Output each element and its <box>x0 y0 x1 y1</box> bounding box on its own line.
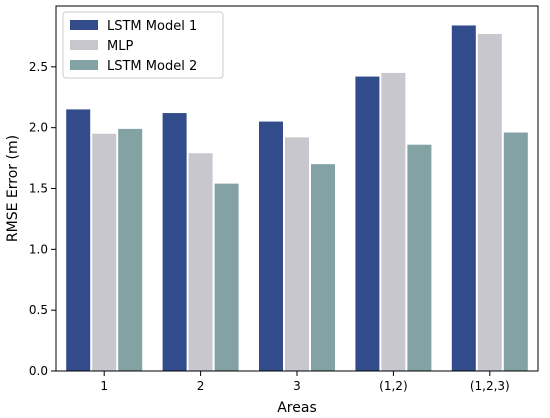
bars-group <box>66 25 528 372</box>
x-tick-label: 3 <box>293 379 301 393</box>
legend-swatch <box>70 40 98 50</box>
y-tick-label: 0.0 <box>29 364 48 378</box>
bar-lstm-model-2-4 <box>503 132 528 371</box>
y-axis-label: RMSE Error (m) <box>5 135 21 242</box>
bar-lstm-model-2-3 <box>407 144 432 371</box>
y-tick-label: 1.5 <box>29 182 48 196</box>
bar-lstm-model-2-1 <box>214 183 239 371</box>
legend-swatch <box>70 20 98 30</box>
bar-lstm-model-1-3 <box>355 76 380 372</box>
plot-frame <box>55 5 539 372</box>
legend-label: MLP <box>107 39 133 54</box>
y-tick-label: 0.5 <box>29 303 48 317</box>
x-axis: 1 2 3 (1,2) (1,2,3) <box>100 371 510 393</box>
x-axis-label: Areas <box>277 400 317 416</box>
bar-mlp-3 <box>381 72 406 372</box>
y-axis: 0.0 0.5 1.0 1.5 2.0 2.5 <box>29 60 56 378</box>
legend-box <box>62 11 224 79</box>
y-tick-label: 1.0 <box>29 242 48 256</box>
bar-lstm-model-2-2 <box>311 164 335 371</box>
y-tick-label: 2.0 <box>29 121 48 135</box>
bar-lstm-model-1-1 <box>162 113 187 372</box>
x-tick-label: 1 <box>100 379 108 393</box>
bar-lstm-model-2-0 <box>118 128 143 371</box>
x-tick-label: (1,2,3) <box>470 379 510 393</box>
bar-mlp-0 <box>92 133 117 371</box>
bar-lstm-model-1-2 <box>259 121 283 371</box>
legend: LSTM Model 1 MLP LSTM Model 2 <box>62 11 224 79</box>
legend-label: LSTM Model 1 <box>107 19 197 34</box>
x-tick-label: 2 <box>197 379 205 393</box>
legend-swatch <box>70 60 98 70</box>
legend-label: LSTM Model 2 <box>107 59 197 74</box>
bar-mlp-2 <box>285 137 309 371</box>
bar-mlp-1 <box>188 153 213 371</box>
bar-mlp-4 <box>477 33 502 371</box>
x-tick-label: (1,2) <box>379 379 407 393</box>
bar-lstm-model-1-0 <box>66 109 91 372</box>
y-tick-label: 2.5 <box>29 60 48 74</box>
bar-lstm-model-1-4 <box>451 25 476 371</box>
